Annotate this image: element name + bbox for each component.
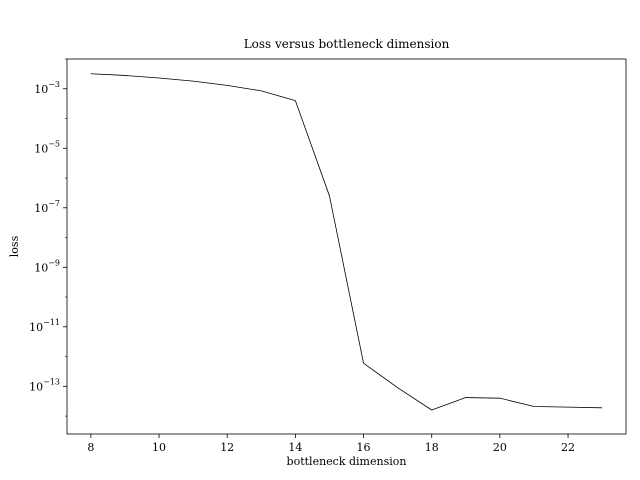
x-tick-label: 16 (357, 441, 371, 454)
y-tick-exponent: −11 (43, 318, 60, 327)
y-tick-exponent: −3 (48, 80, 60, 89)
y-tick-base: 10 (34, 142, 48, 155)
y-tick-label: 10−5 (34, 139, 60, 155)
y-tick-label: 10−13 (29, 377, 60, 393)
x-axis-label: bottleneck dimension (287, 455, 407, 468)
x-tick-label: 8 (87, 441, 94, 454)
plot-area (66, 58, 627, 435)
y-axis-label: loss (8, 235, 21, 257)
x-tick-label: 14 (288, 441, 302, 454)
series-layer (90, 73, 603, 411)
y-tick-base: 10 (29, 380, 43, 393)
y-tick-label: 10−7 (34, 199, 60, 215)
y-tick-exponent: −13 (43, 377, 60, 386)
x-axis: 8 10 12 14 16 18 20 22 (87, 434, 575, 454)
y-tick-label: 10−9 (34, 258, 60, 274)
y-tick-base: 10 (29, 321, 43, 334)
y-tick-exponent: −5 (48, 139, 60, 148)
x-tick-label: 22 (561, 441, 575, 454)
x-tick-label: 20 (493, 441, 507, 454)
y-tick-label: 10−11 (29, 318, 60, 334)
x-tick-label: 18 (425, 441, 439, 454)
chart-title: Loss versus bottleneck dimension (244, 37, 450, 51)
x-tick-label: 10 (152, 441, 166, 454)
loss-line (90, 73, 603, 411)
y-tick-exponent: −7 (48, 199, 60, 208)
y-tick-label: 10−3 (34, 80, 60, 96)
y-tick-base: 10 (34, 83, 48, 96)
y-tick-exponent: −9 (48, 258, 60, 267)
y-tick-base: 10 (34, 261, 48, 274)
x-tick-label: 12 (220, 441, 234, 454)
y-tick-base: 10 (34, 202, 48, 215)
